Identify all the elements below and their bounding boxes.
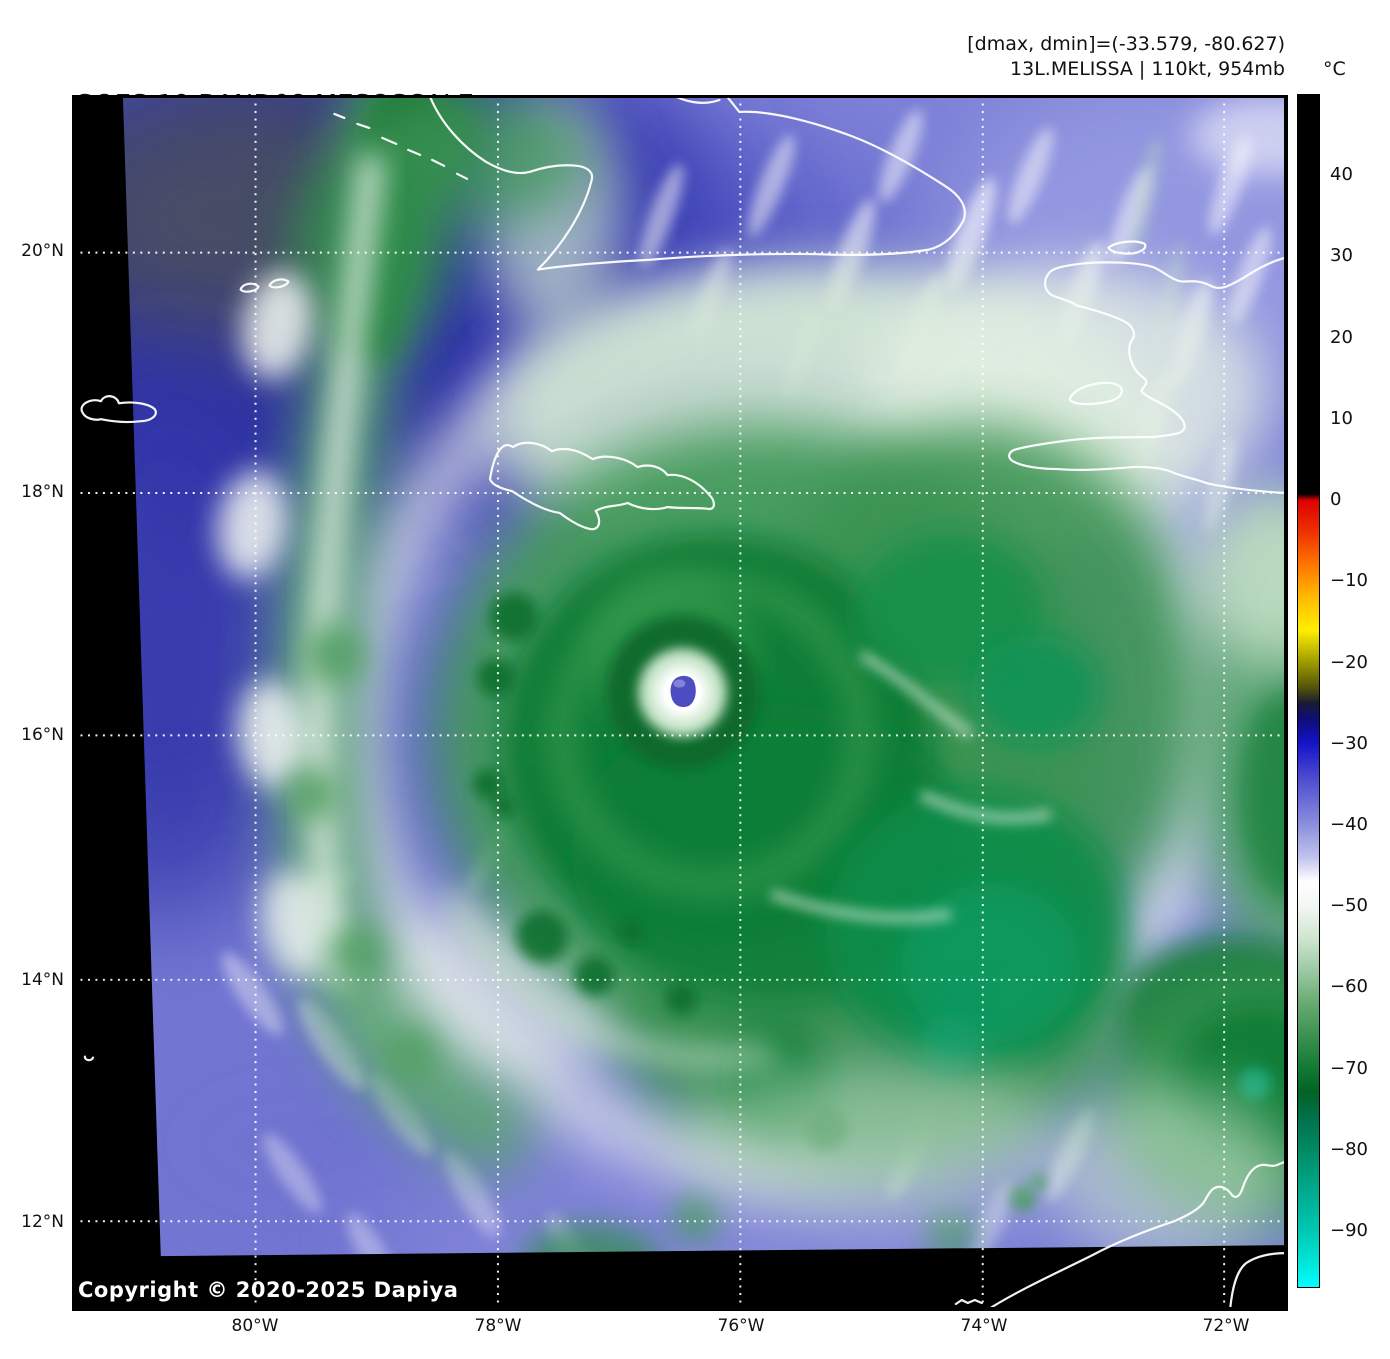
colorbar-tick-label: −40 <box>1330 814 1368 835</box>
header-right: [dmax, dmin]=(-33.579, -80.627) 13L.MELI… <box>967 32 1285 82</box>
satellite-scene <box>73 96 1286 1309</box>
dmax-dmin-readout: [dmax, dmin]=(-33.579, -80.627) <box>967 32 1285 57</box>
colorbar-tick-label: −10 <box>1330 570 1368 591</box>
storm-info-readout: 13L.MELISSA | 110kt, 954mb <box>967 57 1285 82</box>
colorbar <box>1297 94 1320 1288</box>
colorbar-tick-label: −20 <box>1330 652 1368 673</box>
lon-tick-label: 76°W <box>701 1316 781 1336</box>
colorbar-tick-label: −90 <box>1330 1220 1368 1241</box>
lat-tick-label: 18°N <box>0 482 64 502</box>
lon-tick-label: 78°W <box>458 1316 538 1336</box>
copyright-watermark: Copyright © 2020-2025 Dapiya <box>78 1278 458 1302</box>
colorbar-tick-label: −50 <box>1330 895 1368 916</box>
colorbar-tick-label: 10 <box>1330 408 1353 429</box>
colorbar-tick-label: 40 <box>1330 164 1353 185</box>
colorbar-tick-label: 0 <box>1330 489 1341 510</box>
colorbar-tick-label: −60 <box>1330 976 1368 997</box>
colorbar-tick-label: −80 <box>1330 1139 1368 1160</box>
colorbar-unit-label: °C <box>1323 58 1346 80</box>
colorbar-tick-label: −30 <box>1330 733 1368 754</box>
lon-tick-label: 72°W <box>1186 1316 1266 1336</box>
lat-tick-label: 20°N <box>0 241 64 261</box>
satellite-map: Copyright © 2020-2025 Dapiya <box>72 95 1288 1311</box>
lon-tick-label: 74°W <box>944 1316 1024 1336</box>
colorbar-tick-label: 20 <box>1330 327 1353 348</box>
lat-tick-label: 16°N <box>0 725 64 745</box>
lat-tick-label: 14°N <box>0 970 64 990</box>
colorbar-tick-label: −70 <box>1330 1058 1368 1079</box>
screenshot-root: { "header": { "title": "GOES-19 BAND08 M… <box>0 0 1390 1359</box>
lon-tick-label: 80°W <box>215 1316 295 1336</box>
colorbar-tick-label: 30 <box>1330 245 1353 266</box>
lat-tick-label: 12°N <box>0 1212 64 1232</box>
